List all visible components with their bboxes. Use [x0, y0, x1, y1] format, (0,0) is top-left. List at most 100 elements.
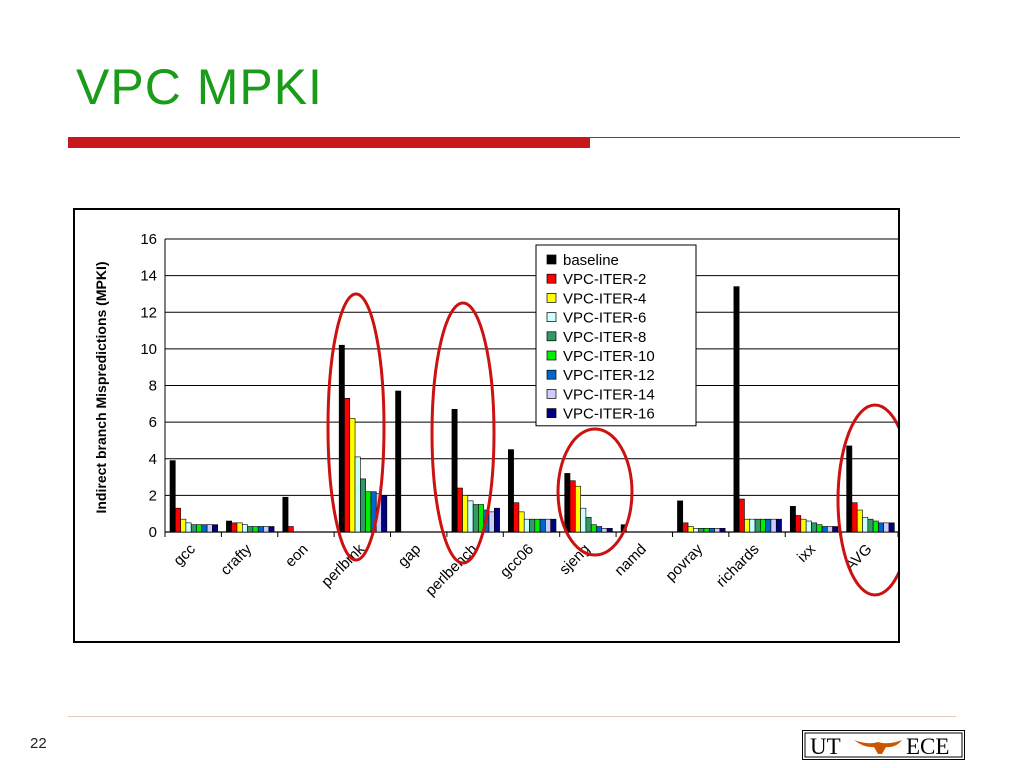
bar-vpc-iter-16 [775, 518, 782, 533]
bar-vpc-iter-4 [574, 485, 581, 533]
bar-vpc-iter-16 [494, 507, 500, 533]
footer-rule [68, 716, 956, 717]
bar-vpc-iter-14 [770, 518, 777, 533]
bar-vpc-iter-8 [754, 518, 761, 533]
y-tick-label: 8 [149, 378, 157, 395]
bar-vpc-iter-12 [257, 526, 264, 533]
bar-vpc-iter-4 [744, 518, 751, 533]
legend-swatch [546, 408, 557, 418]
bar-vpc-iter-6 [862, 517, 869, 533]
bar-vpc-iter-16 [719, 528, 726, 533]
legend-label: VPC-ITER-6 [563, 310, 646, 327]
legend-swatch [546, 273, 557, 284]
bar-vpc-iter-4 [349, 418, 356, 533]
bar-vpc-iter-16 [888, 522, 895, 533]
x-tick-label: gcc [170, 540, 199, 569]
legend-label: VPC-ITER-16 [563, 406, 655, 423]
bar-vpc-iter-4 [462, 495, 469, 533]
legend-swatch [546, 293, 557, 303]
bar-vpc-iter-10 [872, 520, 879, 533]
bar-vpc-iter-2 [231, 522, 238, 533]
legend-swatch [546, 389, 557, 399]
bar-baseline [846, 445, 853, 533]
chart-frame: 0 2 4 6 8 10 12 14 16 Indirect branch Mispredicti… [73, 208, 900, 643]
bar-vpc-iter-12 [539, 518, 546, 533]
legend-swatch [546, 312, 557, 322]
x-tick-label: namd [611, 541, 650, 580]
bar-baseline [169, 460, 176, 533]
bar-vpc-iter-10 [590, 524, 597, 533]
bar-vpc-iter-16 [832, 526, 839, 533]
legend-label: VPC-ITER-12 [563, 367, 655, 384]
bar-vpc-iter-2 [682, 522, 689, 533]
legend-swatch [546, 254, 557, 265]
bar-vpc-iter-2 [175, 507, 181, 533]
bar-vpc-iter-2 [456, 487, 463, 533]
title-rule-thick [68, 138, 590, 148]
legend-label: VPC-ITER-8 [563, 329, 646, 346]
bar-baseline [226, 520, 232, 533]
bar-vpc-iter-6 [805, 520, 812, 533]
bar-baseline [508, 449, 514, 533]
bar-vpc-iter-4 [180, 518, 187, 533]
legend-label: baseline [563, 252, 619, 269]
legend-swatch [546, 350, 557, 361]
legend-label: VPC-ITER-2 [563, 271, 646, 288]
bar-vpc-iter-4 [856, 509, 863, 533]
legend-swatch [546, 331, 557, 342]
bar-vpc-iter-14 [827, 526, 833, 533]
bar-vpc-iter-6 [185, 522, 192, 533]
y-tick-label: 0 [149, 524, 157, 541]
y-tick-label: 12 [140, 304, 157, 321]
legend-label: VPC-ITER-4 [563, 290, 646, 307]
bar-vpc-iter-12 [821, 526, 828, 533]
bar-vpc-iter-8 [585, 517, 592, 533]
highlight-circle [326, 292, 386, 562]
bar-vpc-iter-4 [236, 522, 243, 533]
bar-vpc-iter-2 [287, 526, 294, 533]
bar-vpc-iter-14 [263, 526, 270, 533]
x-tick-label: gap [395, 541, 425, 571]
bar-vpc-iter-2 [569, 480, 576, 533]
bar-vpc-iter-16 [606, 528, 613, 533]
bar-baseline [789, 506, 796, 533]
logo-ece-text: ECE [906, 734, 949, 759]
bar-vpc-iter-2 [738, 498, 745, 533]
highlight-circle [430, 301, 496, 565]
bar-vpc-iter-8 [529, 518, 536, 533]
bar-vpc-iter-6 [580, 507, 587, 533]
bar-vpc-iter-10 [816, 524, 823, 533]
bar-vpc-iter-2 [795, 515, 802, 533]
bar-vpc-iter-8 [867, 518, 874, 533]
bar-vpc-iter-8 [360, 478, 366, 533]
logo-ut-text: UT [810, 734, 841, 759]
x-tick-label: perlbench [422, 541, 481, 600]
highlight-circle [836, 403, 898, 597]
bar-vpc-iter-6 [693, 528, 699, 533]
y-tick-label: 10 [140, 341, 157, 358]
bar-vpc-iter-10 [196, 524, 203, 533]
bar-baseline [733, 286, 740, 533]
bar-baseline [338, 344, 345, 533]
bar-vpc-iter-6 [523, 518, 530, 533]
bar-vpc-iter-14 [883, 522, 890, 533]
bar-baseline [395, 390, 402, 533]
bar-vpc-iter-10 [365, 491, 372, 533]
y-tick-label: 6 [149, 414, 157, 431]
legend-swatch [546, 369, 557, 380]
bar-vpc-iter-6 [467, 500, 474, 533]
x-tick-label: povray [662, 540, 706, 584]
x-tick-label: ixx [794, 540, 819, 565]
bar-vpc-iter-12 [596, 526, 603, 533]
bar-vpc-iter-10 [760, 518, 766, 533]
legend-label: VPC-ITER-10 [563, 348, 655, 365]
bar-vpc-iter-6 [354, 456, 361, 533]
bar-vpc-iter-4 [800, 518, 807, 533]
highlight-circle [556, 427, 634, 557]
ut-ece-logo: UT ECE [802, 730, 965, 760]
bar-vpc-iter-2 [344, 398, 351, 533]
bar-vpc-iter-14 [714, 528, 721, 533]
bar-vpc-iter-16 [381, 495, 388, 533]
bar-vpc-iter-14 [488, 511, 495, 533]
bar-vpc-iter-8 [247, 526, 254, 533]
